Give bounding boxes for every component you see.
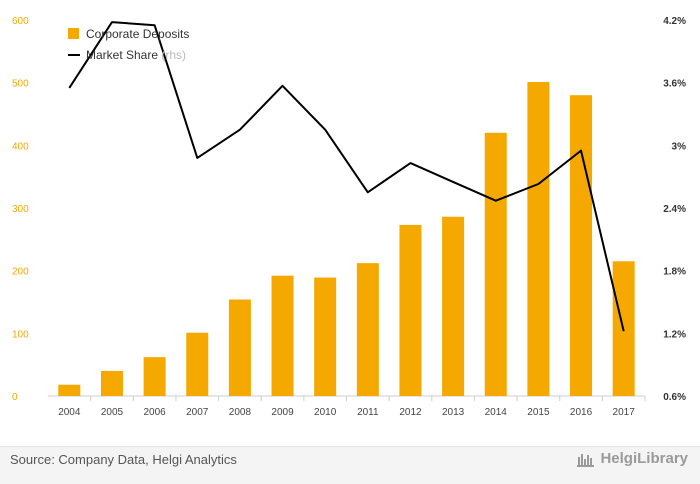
bar-2014 [484, 132, 507, 397]
bar-2010 [314, 277, 337, 396]
x-tick-label: 2004 [58, 407, 81, 418]
bar-series [58, 82, 635, 397]
right-axis-ticks: 0.6% 1.2% 1.8% 2.4% 3% 3.6% 4.2% [663, 16, 686, 403]
right-tick-label: 3.6% [663, 79, 686, 90]
bar-2015 [527, 82, 550, 396]
bar-2013 [442, 216, 465, 396]
left-tick-label: 600 [12, 16, 29, 27]
x-axis-ticks: 2004 2005 2006 2007 2008 2009 2010 2011 2012 2013… [58, 396, 646, 418]
x-tick-label: 2007 [186, 407, 209, 418]
x-tick-label: 2012 [399, 407, 422, 418]
x-tick-label: 2014 [485, 407, 508, 418]
legend: Corporate Deposits Market Share (rhs) [68, 27, 189, 62]
left-tick-label: 200 [12, 267, 29, 278]
legend-swatch-corporate-deposits [68, 28, 79, 39]
bar-2008 [228, 299, 251, 396]
x-tick-label: 2015 [527, 407, 550, 418]
source-text: Source: Company Data, Helgi Analytics [10, 452, 237, 467]
x-tick-label: 2011 [357, 407, 379, 418]
library-icon [577, 453, 595, 467]
bar-2009 [271, 275, 294, 396]
bar-2005 [100, 370, 123, 396]
x-tick-label: 2005 [101, 407, 124, 418]
right-tick-label: 4.2% [663, 16, 686, 27]
combo-chart: 0 100 200 300 400 500 600 0.6% 1.2% 1.8% 2.4% 3% 3.… [12, 16, 686, 418]
market-share-line [68, 21, 625, 332]
x-tick-label: 2016 [570, 407, 593, 418]
x-tick-label: 2017 [613, 407, 636, 418]
left-tick-label: 300 [12, 204, 29, 215]
right-tick-label: 1.2% [663, 329, 686, 340]
bar-2016 [570, 95, 593, 396]
bar-2007 [186, 332, 209, 396]
legend-label-corporate-deposits: Corporate Deposits [86, 27, 189, 41]
bar-2011 [356, 263, 379, 396]
bar-2004 [58, 384, 81, 396]
x-tick-label: 2006 [143, 407, 166, 418]
legend-label-market-share-name: Market Share [86, 48, 158, 62]
footer: Source: Company Data, Helgi Analytics He… [0, 446, 700, 484]
right-tick-label: 1.8% [663, 267, 686, 278]
x-tick-label: 2009 [271, 407, 294, 418]
left-tick-label: 100 [12, 329, 29, 340]
legend-label-market-share: Market Share (rhs) [86, 48, 186, 62]
left-tick-label: 500 [12, 79, 29, 90]
right-tick-label: 0.6% [663, 392, 686, 403]
right-tick-label: 3% [672, 141, 687, 152]
bar-2012 [399, 224, 422, 396]
x-tick-label: 2010 [314, 407, 337, 418]
left-tick-label: 0 [12, 392, 18, 403]
bar-2006 [143, 357, 166, 396]
legend-label-market-share-suffix: (rhs) [161, 48, 186, 62]
right-tick-label: 2.4% [663, 204, 686, 215]
logo-text: HelgiLibrary [600, 450, 688, 467]
left-tick-label: 400 [12, 141, 29, 152]
x-tick-label: 2008 [229, 407, 252, 418]
x-tick-label: 2013 [442, 407, 465, 418]
left-axis-ticks: 0 100 200 300 400 500 600 [12, 16, 29, 403]
helgi-library-logo: HelgiLibrary [577, 450, 688, 467]
